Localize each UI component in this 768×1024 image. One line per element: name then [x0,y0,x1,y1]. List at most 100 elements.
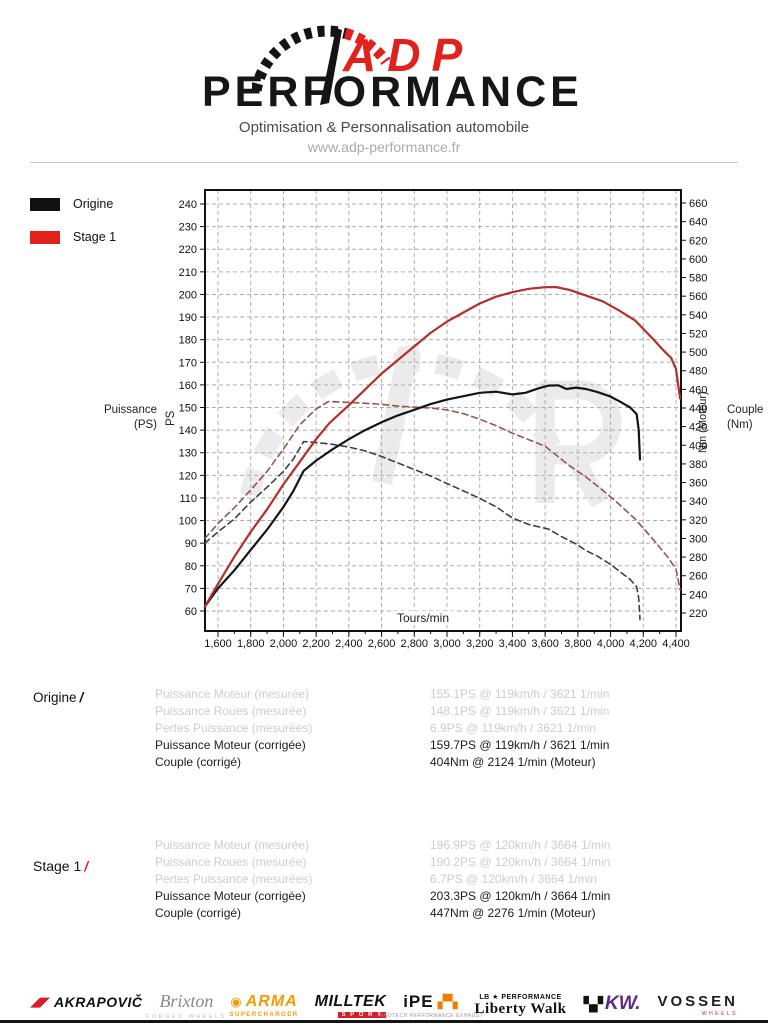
milltek-logo-text: MILLTEK [314,992,387,1010]
result-value: 447Nm @ 2276 1/min (Moteur) [430,906,596,920]
result-label: Puissance Moteur (mesurée) [155,687,310,701]
brixton-logo-text: Brixton [159,990,214,1011]
result-label: Pertes Puissance (mesurées) [155,872,313,886]
brand-tagline: Optimisation & Personnalisation automobi… [238,119,530,136]
axis-tick-labels: 1,600 1,800 2,000 2,200 2,400 2,600 2,800 3,000… [179,198,708,650]
svg-text:100: 100 [179,516,197,528]
grid-lines [205,190,681,631]
result-row: Puissance Roues (mesurée) 148.1PS @ 119km… [155,704,609,721]
svg-text:1,600: 1,600 [204,638,232,650]
legend-label-origine: Origine [73,197,114,211]
svg-text:3,400: 3,400 [499,638,527,650]
result-label: Puissance Moteur (corrigée) [155,889,306,903]
partner-logo-milltek: MILLTEK S P O R T [315,993,387,1018]
header-divider [30,162,738,163]
svg-text:240: 240 [689,589,707,601]
svg-text:90: 90 [185,538,197,550]
partner-logo-vossen: VOSSEN WHEELS [657,993,738,1017]
svg-text:70: 70 [185,583,197,595]
svg-text:80: 80 [185,561,197,573]
svg-text:260: 260 [689,571,707,583]
svg-text:520: 520 [689,328,707,340]
ipe-logo-text: iPE [403,991,434,1011]
brand-performance: PERFORMANCE [202,68,583,116]
brixton-logo-subtext: FORGED WHEELS [146,1013,227,1020]
section-rows: Puissance Moteur (mesurée) 196.9PS @ 120k… [155,838,610,923]
svg-text:220: 220 [689,608,707,620]
libertywalk-logo-text: Liberty Walk [474,1000,567,1017]
svg-text:1,800: 1,800 [237,638,265,650]
svg-text:660: 660 [689,198,707,210]
svg-text:3,600: 3,600 [531,638,559,650]
svg-text:170: 170 [179,357,197,369]
brand-adp: ADP [343,29,474,81]
svg-text:150: 150 [179,403,197,415]
brand-website: www.adp-performance.fr [307,139,461,155]
svg-text:190: 190 [179,312,197,324]
svg-text:580: 580 [689,273,707,285]
akrapovic-logo-icon: ◢◤ [30,993,50,1009]
result-label: Puissance Roues (mesurée) [155,704,307,718]
plot-border [204,189,682,632]
partner-logos: ◢◤ AKRAPOVIČ Brixton FORGED WHEELS ◉ ARMA SUPE… [30,990,738,1020]
bottom-bar [0,1020,768,1023]
result-row: Pertes Puissance (mesurées) 6.9PS @ 119km… [155,721,609,738]
svg-text:2,400: 2,400 [335,638,363,650]
svg-text:3,000: 3,000 [433,638,461,650]
svg-text:320: 320 [689,515,707,527]
section-slash-origine: / [79,690,84,705]
svg-text:4,000: 4,000 [597,638,625,650]
partner-logo-brixton: Brixton FORGED WHEELS [146,990,224,1020]
arma-logo-text: ARMA [245,992,298,1010]
result-value: 6.7PS @ 120km/h / 3664 1/min [430,872,597,886]
svg-text:2,600: 2,600 [368,638,396,650]
section-title-stage1: Stage 1/ [33,858,89,874]
akrapovic-logo-text: AKRAPOVIČ [54,993,143,1010]
svg-text:300: 300 [689,533,707,545]
section-rows: Puissance Moteur (mesurée) 155.1PS @ 119k… [155,687,609,772]
result-label: Pertes Puissance (mesurées) [155,721,313,735]
svg-text:240: 240 [179,199,197,211]
result-label: Couple (corrigé) [155,906,242,920]
svg-text:560: 560 [689,291,707,303]
result-label: Couple (corrigé) [155,755,242,769]
legend-label-stage1: Stage 1 [73,230,117,244]
ipe-logo-icon: ▞▚ [437,993,458,1009]
svg-text:280: 280 [689,552,707,564]
result-row: Puissance Roues (mesurée) 190.2PS @ 120km… [155,855,610,872]
arma-logo-icon: ◉ [230,993,242,1009]
svg-text:210: 210 [179,267,197,279]
svg-text:230: 230 [179,222,197,234]
result-row: Pertes Puissance (mesurées) 6.7PS @ 120km… [155,872,610,889]
partner-logo-kw: ▚▞ KW. [583,993,640,1017]
kw-logo-icon: ▚▞ [583,995,602,1012]
result-value: 203.3PS @ 120km/h / 3664 1/min [430,889,611,903]
milltek-logo-subtext: S P O R T [337,1011,387,1018]
result-value: 6.9PS @ 119km/h / 3621 1/min [430,721,597,735]
result-row: Puissance Moteur (corrigée) 159.7PS @ 119… [155,738,609,755]
ipe-logo-subtext: INNOTECH PERFORMANCE EXHAUST [377,1012,484,1019]
partner-logo-akrapovic: ◢◤ AKRAPOVIČ [30,994,143,1017]
partner-logo-libertywalk: LB ★ PERFORMANCE Liberty Walk [475,993,567,1018]
result-value: 159.7PS @ 119km/h / 3621 1/min [430,738,610,752]
series-origine-torque [204,440,641,621]
legend-item-stage1: Stage 1 [30,230,116,244]
svg-text:220: 220 [179,244,197,256]
svg-text:110: 110 [179,493,197,505]
result-value: 196.9PS @ 120km/h / 3664 1/min [430,838,611,852]
svg-text:420: 420 [689,422,707,434]
gauge-icon [252,25,391,105]
result-row: Puissance Moteur (mesurée) 196.9PS @ 120k… [155,838,610,855]
svg-text:2,800: 2,800 [401,638,429,650]
result-value: 190.2PS @ 120km/h / 3664 1/min [430,855,611,869]
svg-text:200: 200 [179,289,197,301]
partner-logo-arma: ◉ ARMA SUPERCHARGER [230,992,298,1018]
svg-text:140: 140 [179,425,197,437]
kw-logo-text: KW. [604,993,641,1014]
dyno-chart: 1,600 1,800 2,000 2,200 2,400 2,600 2,800 3,000… [179,189,708,650]
svg-text:640: 640 [689,217,707,229]
series-stage1-power [203,285,682,608]
result-label: Puissance Moteur (corrigée) [155,738,306,752]
svg-text:360: 360 [689,478,707,490]
